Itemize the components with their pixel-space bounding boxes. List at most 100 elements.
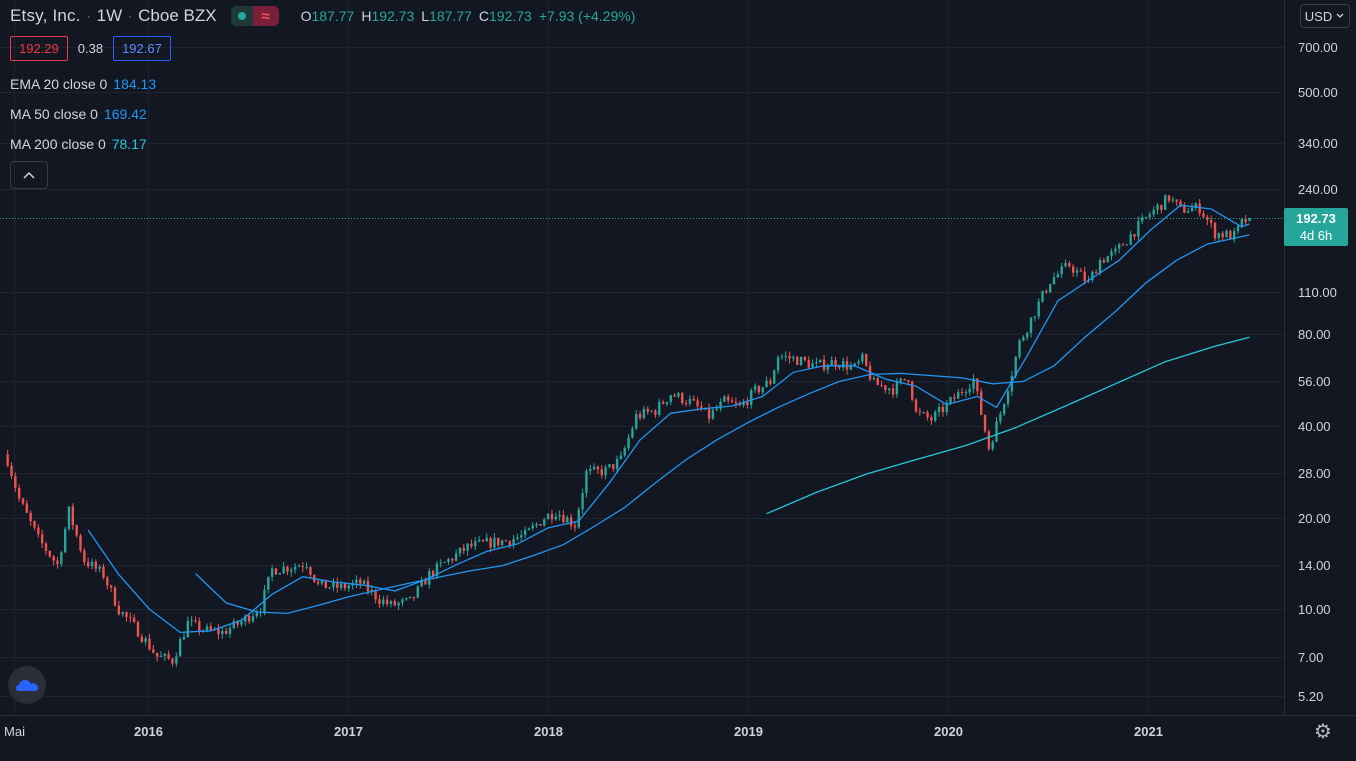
candle-body	[21, 498, 25, 504]
candle-body	[1175, 199, 1178, 202]
candle-body	[776, 357, 780, 371]
indicator-value: 78.17	[111, 136, 147, 152]
candle-body	[577, 509, 580, 528]
candle-body	[1110, 251, 1113, 257]
candle-body	[799, 356, 803, 365]
candle-body	[393, 601, 396, 606]
candle-body	[1167, 195, 1171, 201]
candle-body	[52, 556, 55, 561]
candle-body	[1152, 209, 1155, 215]
candle-body	[343, 583, 347, 589]
ask-button[interactable]: 192.67	[113, 36, 171, 61]
candle-body	[615, 458, 619, 469]
tradingview-logo-icon[interactable]	[8, 666, 46, 704]
market-open-dot-icon	[230, 6, 253, 26]
candle-body	[247, 615, 251, 622]
candle-body	[600, 469, 603, 476]
candle-body	[987, 431, 991, 449]
candle-body	[489, 537, 492, 548]
candle-body	[374, 589, 377, 600]
candle-body	[589, 468, 592, 472]
candle-body	[232, 620, 235, 629]
candle-body	[1240, 218, 1244, 226]
candle-body	[746, 401, 749, 405]
candle-body	[1133, 234, 1136, 237]
candle-body	[470, 543, 473, 547]
time-axis[interactable]: Mai 2016 2017 2018 2019 2020 2021	[4, 724, 1163, 739]
candle-body	[834, 360, 837, 367]
candle-body	[803, 356, 807, 361]
indicator-ema20[interactable]: EMA 20 close 0 184.13	[10, 76, 156, 92]
candle-body	[286, 566, 289, 572]
candle-body	[362, 580, 366, 584]
candle-body	[914, 399, 918, 412]
last-price-value: 192.73	[1296, 210, 1336, 226]
market-status[interactable]: ≈	[230, 6, 279, 26]
candle-body	[876, 378, 879, 386]
indicator-lines	[87, 204, 1250, 634]
candle-body	[1006, 391, 1010, 404]
candle-body	[696, 400, 699, 407]
symbol-title[interactable]: Etsy, Inc.	[10, 6, 81, 25]
gear-icon[interactable]: ⚙	[1314, 720, 1332, 743]
high-label: H	[361, 8, 372, 24]
candle-body	[972, 378, 975, 389]
candle-body	[585, 471, 588, 494]
candle-body	[17, 487, 21, 499]
candle-body	[370, 589, 373, 592]
indicator-label: MA 50 close 0	[10, 106, 98, 122]
candle-body	[1217, 233, 1221, 239]
currency-label: USD	[1304, 8, 1333, 24]
candle-body	[175, 656, 178, 664]
price-axis[interactable]: 700.00 500.00 340.00 240.00 110.00 80.00 56.00…	[1298, 40, 1338, 704]
candle-body	[1213, 222, 1217, 239]
indicator-ma200[interactable]: MA 200 close 0 78.17	[10, 136, 147, 152]
candle-body	[485, 537, 488, 542]
candle-body	[677, 393, 680, 397]
candle-body	[1186, 211, 1190, 213]
candle-body	[1229, 230, 1232, 240]
collapse-legend-button[interactable]	[10, 161, 48, 189]
price-tick-label: 500.00	[1298, 85, 1338, 100]
currency-select[interactable]: USD	[1300, 4, 1350, 28]
price-tick-label: 340.00	[1298, 136, 1338, 151]
bid-button[interactable]: 192.29	[10, 36, 68, 61]
candle-body	[780, 356, 784, 358]
candle-body	[512, 538, 515, 546]
candle-body	[1144, 216, 1148, 218]
candle-body	[6, 454, 9, 466]
close-value: 192.73	[489, 8, 532, 24]
candle-body	[493, 537, 496, 548]
candle-body	[658, 401, 661, 415]
candle-body	[75, 525, 78, 536]
candle-body	[155, 652, 159, 657]
candle-body	[109, 585, 113, 588]
candle-body	[301, 566, 304, 568]
candle-body	[635, 413, 638, 429]
candle-body	[1079, 270, 1083, 272]
candle-body	[957, 391, 960, 399]
candle-body	[642, 408, 646, 419]
candle-body	[1194, 203, 1198, 208]
candle-body	[1236, 225, 1240, 232]
close-label: C	[478, 8, 490, 24]
candle-body	[750, 389, 753, 405]
candle-body	[435, 563, 439, 577]
indicator-ma50[interactable]: MA 50 close 0 169.42	[10, 106, 147, 122]
candle-body	[282, 566, 285, 574]
candle-body	[152, 649, 155, 653]
separator-dot: ·	[128, 9, 133, 23]
candle-body	[1018, 340, 1021, 357]
candle-body	[481, 540, 485, 542]
candle-body	[1198, 203, 1201, 214]
price-tick-label: 10.00	[1298, 602, 1331, 617]
candle-body	[1206, 216, 1209, 221]
candle-body	[309, 567, 312, 575]
candle-body	[673, 395, 676, 397]
interval-label[interactable]: 1W	[96, 6, 123, 25]
candle-body	[474, 541, 477, 547]
low-label: L	[421, 8, 430, 24]
candle-body	[48, 550, 52, 557]
candle-body	[953, 397, 956, 399]
